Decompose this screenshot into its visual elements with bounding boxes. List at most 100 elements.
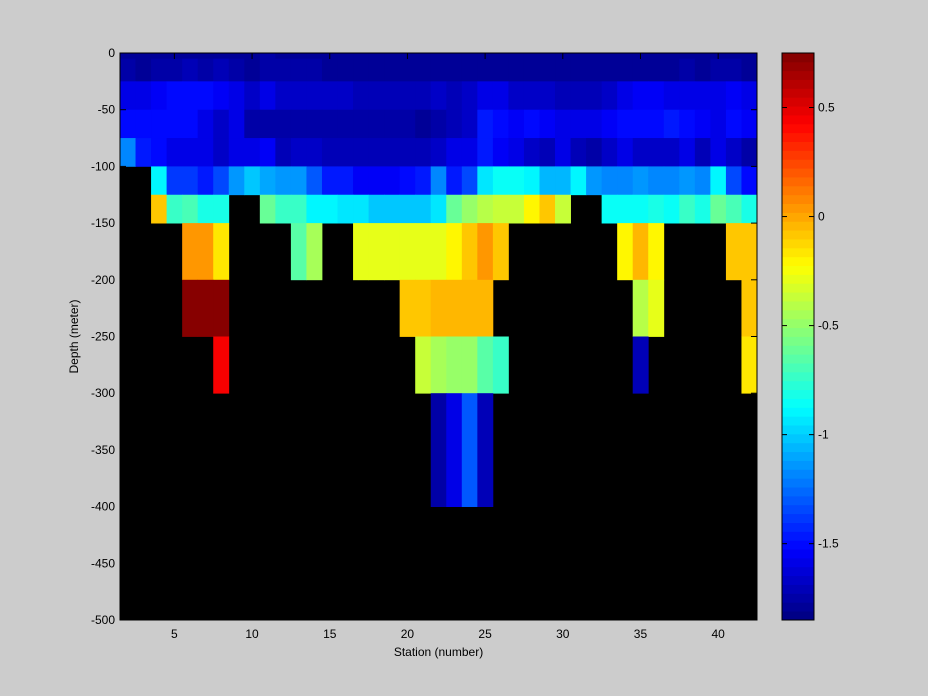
heatmap-cell [197, 109, 214, 139]
heatmap-cell [523, 138, 540, 167]
heatmap-cell [275, 109, 292, 139]
heatmap-cell [617, 58, 634, 82]
heatmap-cell [570, 166, 587, 196]
colorbar-band [782, 221, 814, 231]
heatmap-cell [306, 109, 323, 139]
heatmap-cell [725, 194, 742, 224]
heatmap-cell [694, 81, 711, 111]
heatmap-cell [741, 194, 758, 224]
heatmap-cell [508, 138, 525, 167]
heatmap-cell [182, 194, 199, 224]
colorbar-band [782, 327, 814, 337]
heatmap-cell [617, 166, 634, 196]
heatmap-cell [430, 138, 447, 167]
heatmap-cell [259, 81, 276, 111]
heatmap-cell [694, 58, 711, 82]
heatmap-cell [244, 138, 261, 167]
heatmap-cell [679, 53, 696, 60]
heatmap-cell [648, 81, 665, 111]
heatmap-cell [415, 223, 432, 281]
heatmap-cell [228, 53, 245, 60]
heatmap-cell [492, 166, 509, 196]
heatmap-cell [228, 138, 245, 167]
heatmap-cell [290, 58, 307, 82]
heatmap-cell [461, 393, 478, 507]
y-axis-ticks: 0 -50 -100 -150 -200 -250 -300 -350 -400 -450 -500 [91, 46, 757, 627]
y-tick-label: -450 [91, 556, 115, 570]
heatmap-cell [694, 53, 711, 60]
heatmap-cell [368, 194, 385, 224]
heatmap-cell [197, 81, 214, 111]
heatmap-cell [368, 138, 385, 167]
heatmap-cell [648, 194, 665, 224]
heatmap-cell [461, 279, 478, 337]
heatmap-cell [337, 194, 354, 224]
colorbar-band [782, 531, 814, 541]
heatmap-cell [679, 138, 696, 167]
heatmap-cell [477, 279, 494, 337]
heatmap-cell [290, 109, 307, 139]
heatmap-cell [197, 58, 214, 82]
heatmap-cell [555, 138, 571, 167]
heatmap-cell [337, 166, 354, 196]
heatmap-cell [679, 109, 696, 139]
heatmap-cell [353, 81, 369, 111]
colorbar-band [782, 487, 814, 497]
heatmap-cell [617, 53, 634, 60]
heatmap-cell [244, 166, 261, 196]
heatmap-cell [430, 109, 447, 139]
heatmap-cell [290, 53, 307, 60]
heatmap-cell [492, 336, 509, 394]
heatmap-cell [601, 53, 618, 60]
heatmap-cell [337, 58, 354, 82]
heatmap-cell [648, 53, 665, 60]
colorbar-band [782, 389, 814, 399]
colorbar-band [782, 212, 814, 222]
heatmap-cell [492, 109, 509, 139]
heatmap-cell [306, 138, 323, 167]
colorbar-band [782, 115, 814, 125]
heatmap-cell [368, 166, 385, 196]
colorbar-band [782, 584, 814, 594]
x-tick-label: 5 [171, 627, 178, 641]
heatmap-cell [461, 336, 478, 394]
heatmap-cell [384, 109, 401, 139]
heatmap-cell [570, 138, 587, 167]
heatmap-cell [446, 393, 463, 507]
heatmap-cell [166, 58, 183, 82]
heatmap-cell [648, 109, 665, 139]
y-tick-label: -300 [91, 386, 115, 400]
heatmap-cell [648, 279, 665, 337]
colorbar-band [782, 309, 814, 320]
heatmap-cell [399, 166, 416, 196]
heatmap-cell [601, 166, 618, 196]
heatmap-cell [523, 166, 540, 196]
heatmap-cell [461, 58, 478, 82]
heatmap-cell [415, 194, 432, 224]
colorbar-band [782, 398, 814, 408]
heatmap-cell [197, 53, 214, 60]
heatmap-cell [617, 81, 634, 111]
heatmap-cell [182, 138, 199, 167]
heatmap-cell [461, 53, 478, 60]
x-tick-label: 30 [556, 627, 570, 641]
heatmap-cell [446, 81, 463, 111]
x-axis-label: Station (number) [394, 645, 483, 659]
heatmap-cell [430, 58, 447, 82]
heatmap-cell [259, 138, 276, 167]
heatmap-cell [182, 81, 199, 111]
heatmap-cell [259, 53, 276, 60]
heatmap-cell [368, 58, 385, 82]
heatmap-cell [725, 223, 742, 281]
y-axis-label: Depth (meter) [67, 299, 81, 373]
heatmap-cells [120, 53, 758, 507]
heatmap-cell [337, 53, 354, 60]
colorbar-ticks: 0.5 0 -0.5 -1 -1.5 [782, 101, 839, 551]
colorbar-tick-label: 0.5 [818, 101, 835, 115]
heatmap-cell [586, 53, 603, 60]
heatmap-cell [725, 58, 742, 82]
heatmap-cell [477, 138, 494, 167]
heatmap-cell [415, 166, 432, 196]
heatmap-cell [182, 166, 199, 196]
heatmap-cell [461, 138, 478, 167]
